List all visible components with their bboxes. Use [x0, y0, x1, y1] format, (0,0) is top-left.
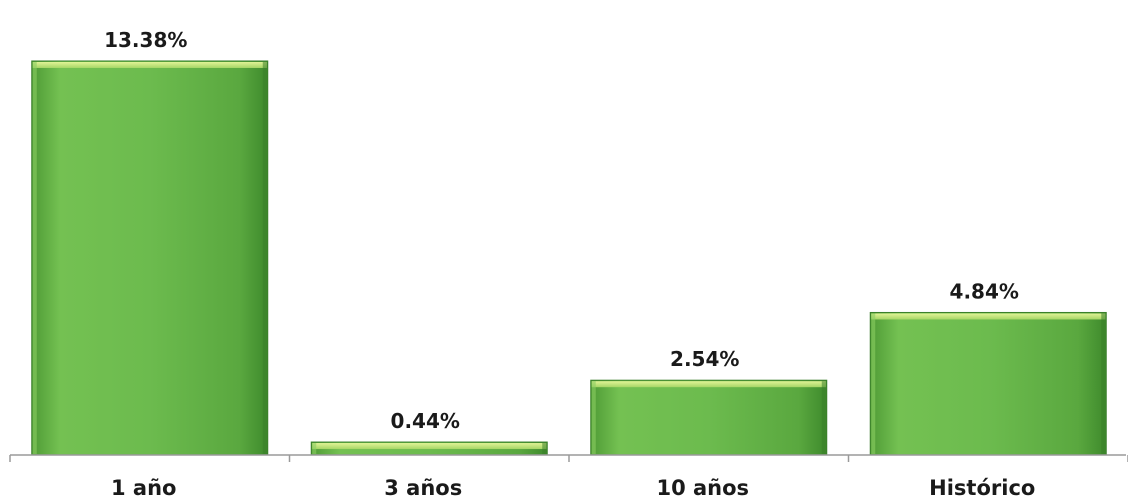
bar-left-bevel: [591, 381, 596, 454]
x-tick-label: 1 año: [111, 476, 176, 500]
data-label: 0.44%: [391, 409, 460, 433]
x-axis: [9, 454, 1128, 462]
bar-right-bevel: [821, 381, 826, 454]
bar-left-bevel: [32, 61, 37, 455]
labels-group: 13.38% 1 año 0.44% 3 años 2.54% 10 años 4.84% H…: [104, 28, 1035, 500]
x-tick-label: Histórico: [929, 476, 1035, 500]
data-label: 2.54%: [670, 347, 739, 371]
bar: [31, 60, 269, 456]
bar: [310, 441, 548, 456]
bar: [869, 311, 1107, 456]
bar-right-bevel: [1101, 313, 1106, 454]
bar-top-bevel: [591, 381, 826, 388]
bars-group: [31, 60, 1107, 456]
bar-top-bevel: [312, 443, 547, 450]
bar-top-bevel: [871, 313, 1106, 320]
bar-left-bevel: [312, 443, 317, 454]
data-label: 4.84%: [950, 279, 1019, 303]
bar-body: [590, 379, 828, 456]
bar: [590, 379, 828, 456]
bar-right-bevel: [542, 443, 547, 454]
data-label: 13.38%: [104, 28, 187, 52]
bar-left-bevel: [871, 313, 876, 454]
bar-right-bevel: [262, 61, 267, 455]
bar-body: [31, 60, 269, 456]
x-tick-label: 3 años: [384, 476, 462, 500]
x-tick-label: 10 años: [656, 476, 749, 500]
bar-body: [869, 311, 1107, 456]
bar-top-bevel: [32, 61, 267, 68]
